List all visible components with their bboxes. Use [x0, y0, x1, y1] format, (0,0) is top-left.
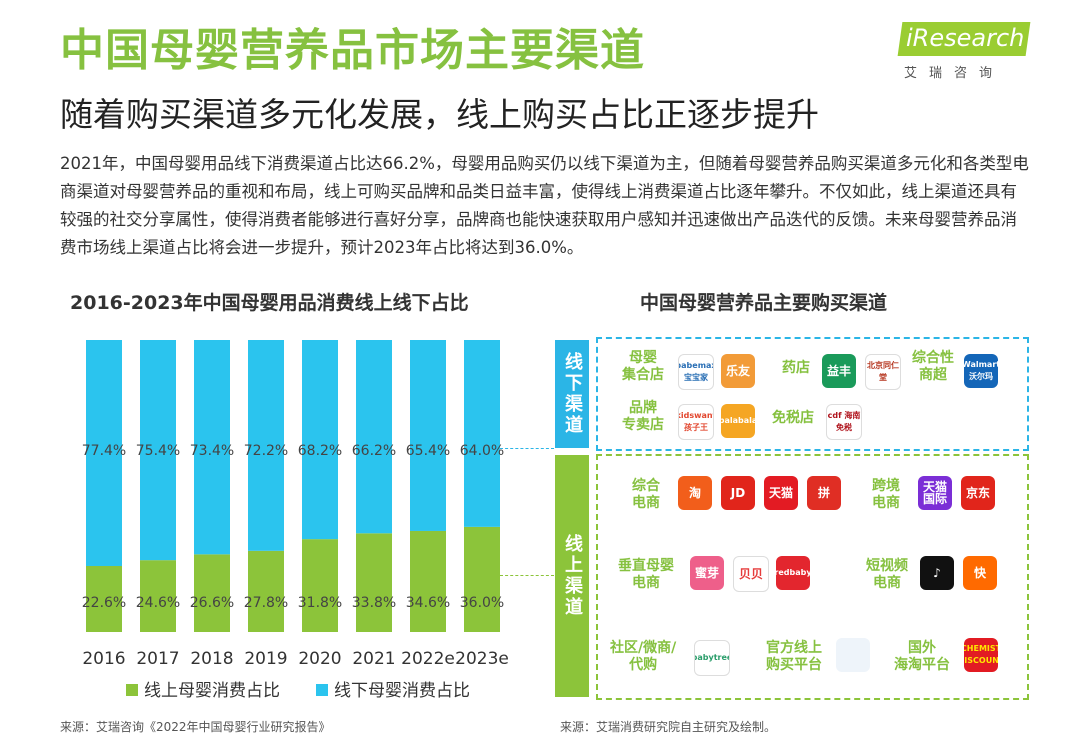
channel-category-online-3: 短视频 电商	[866, 558, 908, 591]
bar-online-2022e	[410, 530, 446, 632]
redbaby-logo: redbaby	[776, 556, 810, 590]
balabala-logo: balabala	[721, 404, 755, 438]
x-tick-2023e: 2023e	[455, 649, 509, 669]
channel-category-offline-0: 母婴 集合店	[622, 350, 664, 383]
pinduoduo-logo: 拼	[807, 476, 841, 510]
bar-offline-2018	[194, 340, 230, 555]
mia-logo: 蜜芽	[690, 556, 724, 590]
douyin-logo: ♪	[920, 556, 954, 590]
x-tick-2016: 2016	[82, 649, 125, 669]
channel-category-online-4: 社区/微商/代购	[610, 640, 677, 673]
offline-channel-label: 线下渠道	[555, 340, 589, 448]
logo-cn: 艾瑞咨询	[904, 66, 1005, 81]
chart-title: 2016-2023年中国母婴用品消费线上线下占比	[70, 292, 469, 314]
x-tick-2022e: 2022e	[401, 649, 455, 669]
data-label-online-2022e: 34.6%	[406, 595, 450, 611]
page-subtitle: 随着购买渠道多元化发展，线上购买占比正逐步提升	[60, 95, 819, 134]
cdf-logo: cdf 海南免税	[826, 404, 862, 440]
bar-offline-2021	[356, 340, 392, 534]
tmall-global-logo: 天猫国际	[918, 476, 952, 510]
channel-category-online-1: 跨境 电商	[872, 478, 900, 511]
iresearch-logo: iResearch 艾瑞咨询	[897, 20, 1032, 82]
data-label-offline-2016: 77.4%	[82, 443, 126, 459]
data-label-offline-2022e: 65.4%	[406, 443, 450, 459]
data-label-online-2020: 31.8%	[298, 595, 342, 611]
x-tick-2017: 2017	[136, 649, 179, 669]
legend-label-offline: 线下母婴消费占比	[334, 681, 470, 701]
yifeng-logo: 益丰	[822, 354, 856, 388]
jd-logo: JD	[721, 476, 755, 510]
source-left: 来源：艾瑞咨询《2022年中国母婴行业研究报告》	[60, 720, 331, 734]
stacked-bar-chart: 22.6% 77.4% 2016 24.6% 75.4% 2017 26.6% 73.4% 20…	[82, 340, 509, 701]
online-channel-box	[596, 454, 1029, 700]
bar-offline-2023e	[464, 340, 500, 527]
babemax-logo: babemax 宝宝家	[678, 354, 714, 390]
bar-online-2017	[140, 560, 176, 632]
walmart-logo: Walmart 沃尔玛	[964, 354, 998, 388]
intro-paragraph: 2021年，中国母婴用品线下消费渠道占比达66.2%，母婴用品购买仍以线下渠道为…	[60, 154, 1029, 257]
bar-online-2023e	[464, 526, 500, 632]
data-label-online-2018: 26.6%	[190, 595, 234, 611]
bar-online-2019	[248, 550, 284, 632]
channel-category-online-5: 官方线上 购买平台	[766, 640, 822, 673]
bar-offline-2017	[140, 340, 176, 561]
bar-offline-2020	[302, 340, 338, 540]
beijing-tongrentang-logo: 北京同仁堂	[865, 354, 901, 390]
x-tick-2020: 2020	[298, 649, 341, 669]
kuaishou-logo: 快	[963, 556, 997, 590]
x-tick-2019: 2019	[244, 649, 287, 669]
channel-category-offline-3: 品牌 专卖店	[622, 400, 664, 433]
data-label-offline-2019: 72.2%	[244, 443, 288, 459]
jd-global-logo: 京东	[961, 476, 995, 510]
chemist-warehouse-logo: CHEMIST DISCOUNT	[964, 638, 998, 672]
official-site-logo	[836, 638, 870, 672]
lefan-logo: 乐友	[721, 354, 755, 388]
legend-label-online: 线上母婴消费占比	[144, 681, 280, 701]
legend-swatch-online	[126, 684, 138, 696]
logo-text: iResearch	[906, 24, 1025, 52]
offline-channel-box	[596, 337, 1029, 451]
kidswant-logo: kidswant 孩子王	[678, 404, 714, 440]
data-label-online-2017: 24.6%	[136, 595, 180, 611]
bar-online-2020	[302, 539, 338, 632]
beibei-logo: 贝贝	[733, 556, 769, 592]
data-label-online-2021: 33.8%	[352, 595, 396, 611]
channel-category-online-0: 综合 电商	[632, 478, 660, 511]
channel-category-offline-4: 免税店	[772, 410, 814, 426]
data-label-offline-2017: 75.4%	[136, 443, 180, 459]
channels-title: 中国母婴营养品主要购买渠道	[640, 292, 888, 314]
bar-online-2016	[86, 566, 122, 632]
data-label-online-2016: 22.6%	[82, 595, 126, 611]
taobao-logo: 淘	[678, 476, 712, 510]
tmall-logo: 天猫	[764, 476, 798, 510]
babytree-logo: babytree	[694, 640, 730, 676]
bar-offline-2019	[248, 340, 284, 551]
legend-swatch-offline	[316, 684, 328, 696]
data-label-offline-2018: 73.4%	[190, 443, 234, 459]
data-label-offline-2023e: 64.0%	[460, 443, 504, 459]
page-title: 中国母婴营养品市场主要渠道	[60, 25, 645, 76]
channel-category-online-2: 垂直母婴 电商	[618, 558, 674, 591]
bar-offline-2016	[86, 340, 122, 567]
offline-connector	[500, 448, 554, 449]
source-right: 来源：艾瑞消费研究院自主研究及绘制。	[560, 720, 777, 734]
data-label-online-2023e: 36.0%	[460, 595, 504, 611]
channel-category-offline-2: 综合性 商超	[912, 350, 954, 383]
channel-category-online-6: 国外 海淘平台	[894, 640, 950, 673]
data-label-online-2019: 27.8%	[244, 595, 288, 611]
x-tick-2021: 2021	[352, 649, 395, 669]
bar-online-2018	[194, 554, 230, 632]
data-label-offline-2021: 66.2%	[352, 443, 396, 459]
online-connector	[500, 575, 554, 576]
bar-online-2021	[356, 533, 392, 632]
channel-category-offline-1: 药店	[782, 360, 810, 376]
online-channel-label: 线上渠道	[555, 455, 589, 697]
data-label-offline-2020: 68.2%	[298, 443, 342, 459]
x-tick-2018: 2018	[190, 649, 233, 669]
bar-offline-2022e	[410, 340, 446, 531]
